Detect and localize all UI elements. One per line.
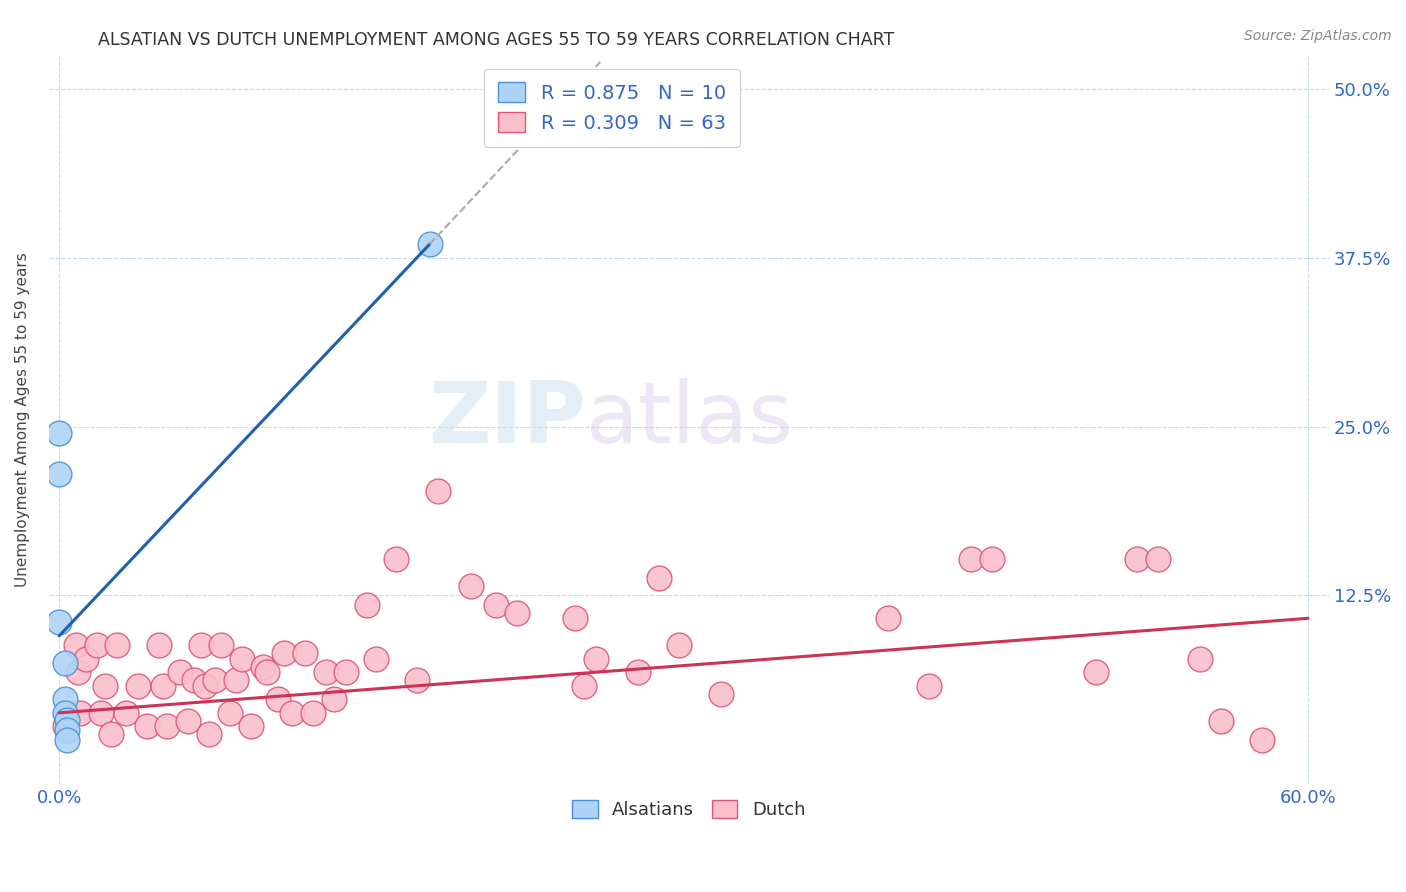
Point — [1126, 552, 1149, 566]
Point — [183, 673, 205, 688]
Point — [48, 467, 70, 481]
Point — [55, 692, 77, 706]
Point — [1188, 652, 1211, 666]
Point — [876, 611, 898, 625]
Point — [322, 692, 344, 706]
Point — [239, 719, 262, 733]
Point — [267, 692, 290, 706]
Point — [114, 706, 136, 720]
Point — [485, 598, 508, 612]
Point — [506, 606, 529, 620]
Point — [55, 656, 77, 670]
Point — [56, 732, 79, 747]
Point — [75, 652, 97, 666]
Point — [564, 611, 586, 625]
Point — [256, 665, 278, 680]
Point — [281, 706, 304, 720]
Point — [918, 679, 941, 693]
Point — [204, 673, 226, 688]
Point — [627, 665, 650, 680]
Point — [1084, 665, 1107, 680]
Point — [231, 652, 253, 666]
Point — [364, 652, 387, 666]
Point — [169, 665, 191, 680]
Point — [55, 719, 77, 733]
Point — [127, 679, 149, 693]
Point — [980, 552, 1002, 566]
Point — [198, 727, 221, 741]
Point — [959, 552, 981, 566]
Point — [585, 652, 607, 666]
Point — [48, 615, 70, 630]
Point — [56, 723, 79, 738]
Point — [152, 679, 174, 693]
Point — [107, 638, 129, 652]
Point — [252, 660, 274, 674]
Point — [211, 638, 233, 652]
Text: atlas: atlas — [586, 378, 794, 461]
Point — [302, 706, 325, 720]
Point — [1209, 714, 1232, 728]
Point — [225, 673, 247, 688]
Point — [385, 552, 408, 566]
Text: Source: ZipAtlas.com: Source: ZipAtlas.com — [1244, 29, 1392, 43]
Point — [460, 579, 482, 593]
Point — [94, 679, 117, 693]
Text: ALSATIAN VS DUTCH UNEMPLOYMENT AMONG AGES 55 TO 59 YEARS CORRELATION CHART: ALSATIAN VS DUTCH UNEMPLOYMENT AMONG AGE… — [98, 31, 894, 49]
Point — [710, 687, 733, 701]
Point — [1251, 732, 1274, 747]
Point — [156, 719, 179, 733]
Legend: Alsatians, Dutch: Alsatians, Dutch — [565, 793, 813, 827]
Point — [148, 638, 170, 652]
Point — [100, 727, 122, 741]
Y-axis label: Unemployment Among Ages 55 to 59 years: Unemployment Among Ages 55 to 59 years — [15, 252, 30, 587]
Point — [69, 706, 91, 720]
Point — [315, 665, 337, 680]
Point — [194, 679, 217, 693]
Text: ZIP: ZIP — [429, 378, 586, 461]
Point — [1147, 552, 1170, 566]
Point — [426, 484, 449, 499]
Point — [572, 679, 595, 693]
Point — [90, 706, 112, 720]
Point — [56, 713, 79, 727]
Point — [335, 665, 357, 680]
Point — [135, 719, 157, 733]
Point — [66, 665, 89, 680]
Point — [294, 647, 316, 661]
Point — [419, 237, 441, 252]
Point — [273, 647, 295, 661]
Point — [55, 706, 77, 720]
Point — [48, 426, 70, 441]
Point — [86, 638, 108, 652]
Point — [406, 673, 429, 688]
Point — [177, 714, 200, 728]
Point — [647, 571, 669, 585]
Point — [190, 638, 212, 652]
Point — [65, 638, 87, 652]
Point — [668, 638, 690, 652]
Point — [218, 706, 240, 720]
Point — [356, 598, 378, 612]
